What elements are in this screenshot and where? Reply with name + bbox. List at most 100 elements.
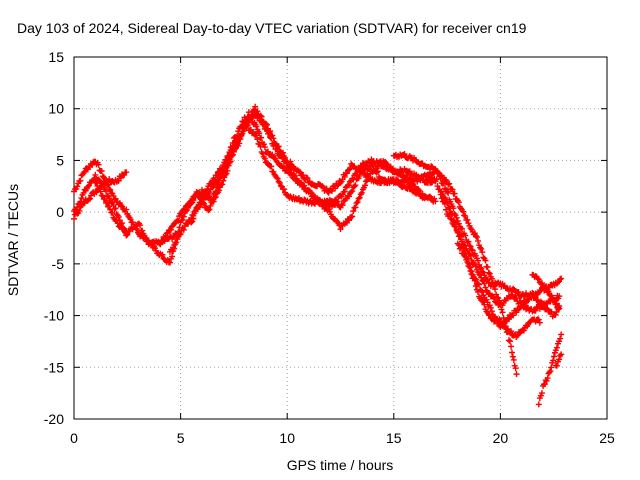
- data-point: [201, 200, 208, 207]
- data-point: [337, 226, 344, 233]
- data-point: [114, 220, 121, 227]
- data-point: [494, 297, 501, 304]
- data-point: [476, 281, 483, 288]
- data-point: [235, 128, 242, 135]
- data-point: [273, 158, 280, 165]
- data-point: [512, 365, 519, 372]
- data-point: [85, 196, 92, 203]
- data-point: [464, 258, 471, 265]
- data-point: [272, 155, 279, 162]
- data-point: [311, 194, 318, 201]
- data-point: [538, 390, 545, 397]
- data-point: [333, 197, 340, 204]
- data-point: [348, 214, 355, 221]
- data-point: [101, 196, 108, 203]
- data-point: [210, 183, 217, 190]
- data-point: [343, 170, 350, 177]
- data-point: [550, 357, 557, 364]
- data-point: [481, 301, 488, 308]
- data-point: [267, 128, 274, 135]
- data-point: [373, 165, 380, 172]
- data-point: [468, 271, 475, 278]
- data-point: [519, 302, 526, 309]
- data-point: [493, 291, 500, 298]
- data-point: [479, 249, 486, 256]
- data-point: [457, 244, 464, 251]
- data-point: [464, 239, 471, 246]
- data-point: [455, 229, 462, 236]
- data-point: [106, 186, 113, 193]
- y-tick-label: -15: [44, 359, 64, 375]
- data-point: [212, 188, 219, 195]
- data-point: [205, 207, 212, 214]
- data-point: [339, 202, 346, 209]
- data-point: [446, 205, 453, 212]
- y-tick-label: 15: [48, 49, 64, 65]
- data-point: [465, 238, 472, 245]
- data-point: [432, 198, 439, 205]
- data-point: [281, 164, 288, 171]
- data-point: [456, 233, 463, 240]
- data-point: [228, 147, 235, 154]
- data-point: [453, 214, 460, 221]
- data-point: [509, 353, 516, 360]
- data-point: [484, 299, 491, 306]
- data-point: [275, 143, 282, 150]
- data-point: [476, 271, 483, 278]
- data-point: [482, 257, 489, 264]
- plot-border: [73, 56, 608, 420]
- data-point: [102, 188, 109, 195]
- data-point: [196, 199, 203, 206]
- data-point: [78, 195, 85, 202]
- axis-ticks: [73, 56, 608, 420]
- data-point: [348, 188, 355, 195]
- data-point: [107, 186, 114, 193]
- data-point: [115, 213, 122, 220]
- data-point: [545, 288, 552, 295]
- y-axis-label: SDTVAR / TECUs: [5, 184, 21, 296]
- x-tick-label: 15: [386, 430, 402, 446]
- data-point: [520, 327, 527, 334]
- data-point: [445, 204, 452, 211]
- data-point: [480, 269, 487, 276]
- data-point: [553, 344, 560, 351]
- data-point: [471, 277, 478, 284]
- data-point: [508, 349, 515, 356]
- data-point: [477, 244, 484, 251]
- data-point: [287, 158, 294, 165]
- x-tick-label: 20: [493, 430, 509, 446]
- data-point: [356, 172, 363, 179]
- data-point: [168, 226, 175, 233]
- data-point: [269, 132, 276, 139]
- data-point: [185, 220, 192, 227]
- data-point: [291, 172, 298, 179]
- chart-title: Day 103 of 2024, Sidereal Day-to-day VTE…: [17, 20, 527, 36]
- data-point: [93, 180, 100, 187]
- data-point: [499, 322, 506, 329]
- data-point: [355, 195, 362, 202]
- data-point: [443, 196, 450, 203]
- data-point: [358, 167, 365, 174]
- data-point: [277, 182, 284, 189]
- data-point: [254, 108, 261, 115]
- data-point: [356, 194, 363, 201]
- data-point: [508, 328, 515, 335]
- data-point: [76, 207, 83, 214]
- grid: [74, 57, 607, 419]
- data-point: [300, 172, 307, 179]
- data-point: [543, 377, 550, 384]
- data-point: [441, 185, 448, 192]
- data-point: [437, 175, 444, 182]
- data-point: [475, 257, 482, 264]
- data-point: [475, 237, 482, 244]
- data-point: [259, 150, 266, 157]
- data-point: [188, 219, 195, 226]
- data-point: [262, 120, 269, 127]
- x-axis-label: GPS time / hours: [287, 457, 394, 473]
- data-point: [147, 240, 154, 247]
- data-point: [465, 262, 472, 269]
- data-point: [349, 175, 356, 182]
- data-point: [558, 275, 565, 282]
- data-point: [533, 296, 540, 303]
- data-point: [81, 168, 88, 175]
